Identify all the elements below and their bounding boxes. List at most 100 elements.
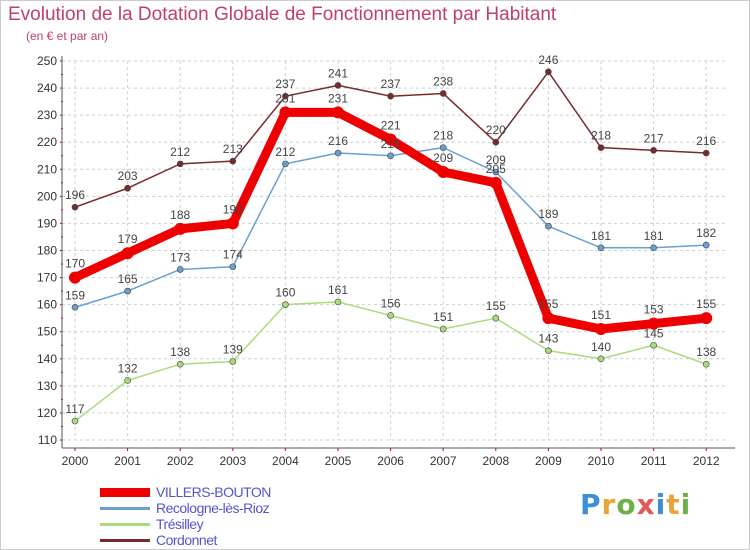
data-point [334,149,342,157]
data-label: 182 [696,226,716,240]
data-label: 138 [696,345,716,359]
data-point [437,165,450,178]
y-tick-label: 130 [37,379,57,393]
y-tick-label: 140 [37,352,57,366]
data-point [650,341,657,349]
data-label: 205 [486,162,506,176]
x-tick-label: 2012 [693,454,720,468]
legend-swatch [100,523,150,526]
data-point [439,90,447,97]
data-point [121,247,134,260]
x-tick-label: 2004 [272,454,299,468]
data-label: 143 [538,332,558,346]
data-point [650,244,657,252]
y-tick-label: 110 [38,433,57,447]
legend-label: Trésilley [156,516,204,532]
data-label: 218 [433,129,453,143]
y-tick-label: 220 [37,135,57,149]
logo-letter: i [655,488,667,521]
data-point [700,312,713,325]
legend-label: VILLERS-BOUTON [156,484,271,500]
series-lines [69,68,713,425]
legend-item: VILLERS-BOUTON [100,484,400,500]
data-point [702,149,710,157]
legend-item: Trésilley [100,516,400,532]
chart-title: Evolution de la Dotation Globale de Fonc… [8,4,557,25]
chart-subtitle: (en € et par an) [26,29,109,43]
data-point [702,360,710,368]
data-point [650,147,657,154]
data-label: 216 [328,134,348,148]
data-point [492,138,500,146]
x-tick-label: 2001 [114,454,141,468]
x-tick-label: 2005 [325,454,352,468]
data-point [226,217,239,230]
data-point [439,325,447,333]
legend: VILLERS-BOUTON Recologne-lès-Rioz Trésille… [100,484,400,548]
legend-swatch [100,539,150,542]
data-point [387,312,394,319]
data-point [492,314,500,322]
data-label: 237 [381,77,401,91]
legend-item: Cordonnet [100,532,400,548]
data-label: 218 [591,129,611,143]
data-label: 188 [170,208,190,222]
data-label: 156 [381,296,401,310]
y-tick-label: 210 [37,162,57,176]
data-point [69,271,81,284]
data-point [334,82,342,89]
data-point [124,377,131,384]
data-point [597,355,605,363]
data-point [545,347,552,354]
data-label: 132 [118,361,138,375]
data-point [71,203,79,211]
x-tick-label: 2008 [482,454,509,468]
data-label: 155 [486,299,506,313]
y-tick-label: 230 [37,108,57,122]
y-tick-label: 120 [37,406,57,420]
data-point [176,360,184,368]
data-label: 209 [433,151,453,165]
data-label: 203 [118,169,138,183]
data-point [387,152,394,160]
proxiti-logo: Proxiti [580,488,691,521]
data-point [229,157,237,165]
data-point [545,222,552,230]
data-label: 215 [381,137,401,151]
data-label: 151 [433,310,453,324]
data-label: 241 [328,66,348,80]
data-label: 155 [696,297,716,311]
y-tick-label: 190 [37,216,57,230]
data-labels: 196 203 212 213 237 241 237 238 220 246 218 217 216 1… [65,53,717,416]
y-tick-label: 160 [37,298,57,312]
data-point [489,176,502,189]
data-label: 246 [538,53,558,67]
data-label: 139 [223,342,243,356]
data-label: 145 [644,326,664,340]
data-label: 155 [538,297,558,311]
data-label: 190 [223,202,243,216]
data-label: 140 [591,340,611,354]
data-point [492,168,500,176]
data-point [384,133,397,146]
data-label: 160 [275,286,295,300]
x-tick-label: 2009 [535,454,562,468]
x-tick-label: 2003 [219,454,246,468]
data-point [542,312,555,325]
data-label: 216 [696,134,716,148]
data-point [229,358,237,365]
data-point [597,144,605,151]
data-label: 159 [65,288,85,302]
logo-letter: x [636,488,656,521]
y-tick-label: 240 [37,81,57,95]
legend-item: Recologne-lès-Rioz [100,500,400,516]
data-label: 170 [65,257,85,271]
data-point [71,304,79,311]
data-label: 173 [170,250,190,264]
grid [62,60,725,441]
legend-label: Cordonnet [156,532,217,548]
data-label: 196 [65,188,85,202]
data-point [176,160,184,168]
x-tick-label: 2010 [588,454,615,468]
